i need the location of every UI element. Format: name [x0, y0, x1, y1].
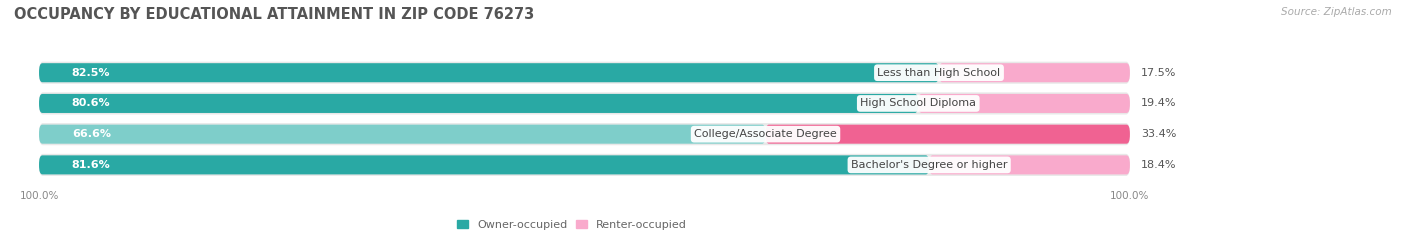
FancyBboxPatch shape	[39, 125, 765, 144]
FancyBboxPatch shape	[929, 155, 1130, 175]
FancyBboxPatch shape	[39, 62, 1130, 84]
Text: 81.6%: 81.6%	[72, 160, 111, 170]
Text: 18.4%: 18.4%	[1140, 160, 1177, 170]
Text: 17.5%: 17.5%	[1140, 68, 1177, 78]
Text: College/Associate Degree: College/Associate Degree	[695, 129, 837, 139]
Text: Source: ZipAtlas.com: Source: ZipAtlas.com	[1281, 7, 1392, 17]
Text: Bachelor's Degree or higher: Bachelor's Degree or higher	[851, 160, 1008, 170]
Text: Less than High School: Less than High School	[877, 68, 1001, 78]
Legend: Owner-occupied, Renter-occupied: Owner-occupied, Renter-occupied	[457, 220, 688, 230]
FancyBboxPatch shape	[765, 125, 1130, 144]
FancyBboxPatch shape	[39, 92, 1130, 114]
Text: 66.6%: 66.6%	[72, 129, 111, 139]
Text: 19.4%: 19.4%	[1140, 98, 1177, 108]
FancyBboxPatch shape	[39, 94, 918, 113]
FancyBboxPatch shape	[939, 63, 1130, 82]
FancyBboxPatch shape	[39, 123, 1130, 145]
Text: 33.4%: 33.4%	[1140, 129, 1177, 139]
Text: 80.6%: 80.6%	[72, 98, 111, 108]
Text: High School Diploma: High School Diploma	[860, 98, 976, 108]
FancyBboxPatch shape	[39, 155, 929, 175]
Text: OCCUPANCY BY EDUCATIONAL ATTAINMENT IN ZIP CODE 76273: OCCUPANCY BY EDUCATIONAL ATTAINMENT IN Z…	[14, 7, 534, 22]
FancyBboxPatch shape	[39, 63, 939, 82]
Text: 82.5%: 82.5%	[72, 68, 110, 78]
FancyBboxPatch shape	[918, 94, 1130, 113]
FancyBboxPatch shape	[39, 154, 1130, 176]
